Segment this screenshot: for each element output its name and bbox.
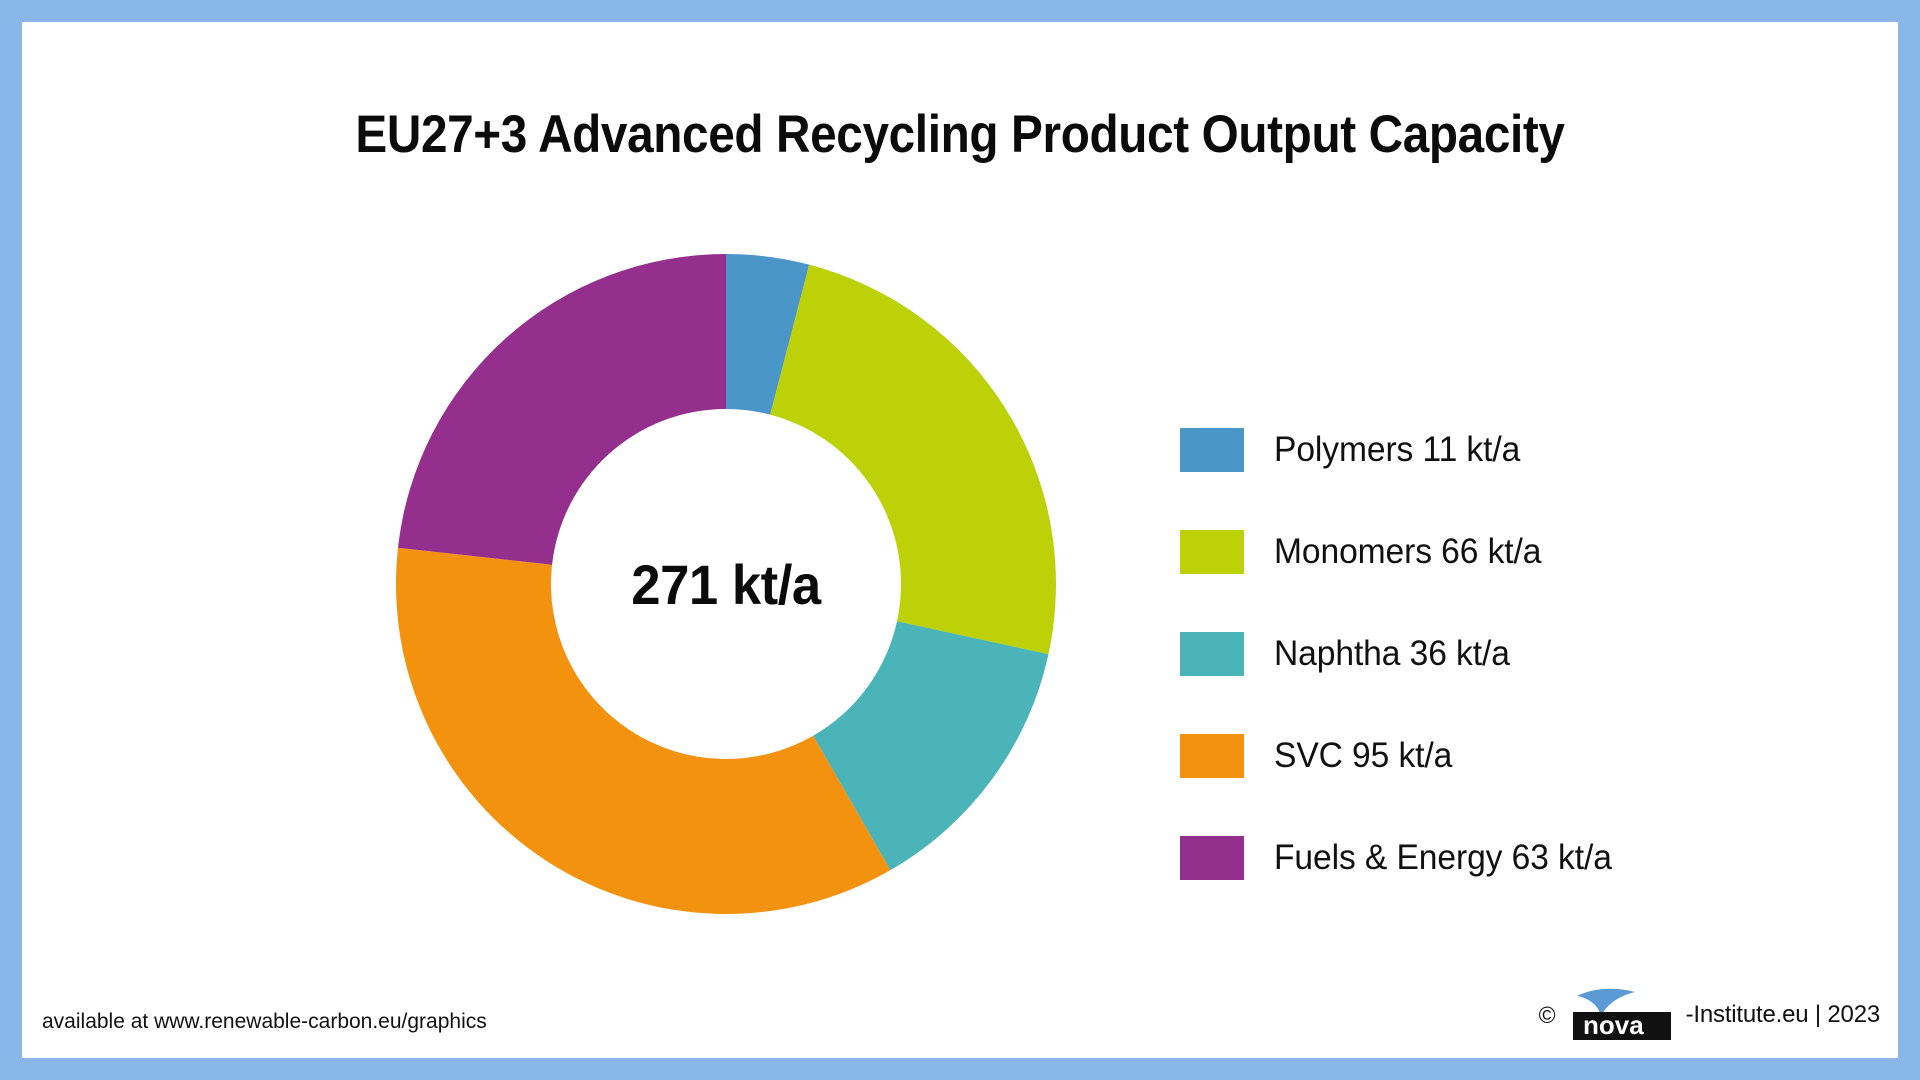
footer-availability-note: available at www.renewable-carbon.eu/gra… xyxy=(42,1010,487,1033)
legend-item-label: Polymers 11 kt/a xyxy=(1274,430,1521,469)
legend-item-label: Fuels & Energy 63 kt/a xyxy=(1274,838,1612,877)
nova-institute-logo-icon: nova xyxy=(1563,986,1683,1044)
legend-item[interactable]: SVC 95 kt/a xyxy=(1180,732,1626,780)
donut-slice-group xyxy=(396,254,1056,914)
chart-canvas: EU27+3 Advanced Recycling Product Output… xyxy=(22,22,1898,1058)
donut-slice-monomers[interactable] xyxy=(770,264,1056,655)
legend-swatch-icon xyxy=(1180,632,1244,676)
donut-slice-svc[interactable] xyxy=(396,547,891,914)
legend-item-label: Monomers 66 kt/a xyxy=(1274,532,1542,571)
donut-slice-naphtha[interactable] xyxy=(813,621,1049,871)
legend-swatch-icon xyxy=(1180,836,1244,880)
donut-chart-svg xyxy=(396,254,1056,914)
svg-text:nova: nova xyxy=(1583,1010,1644,1040)
legend-item-label: Naphtha 36 kt/a xyxy=(1274,634,1510,673)
copyright-icon: © xyxy=(1538,1001,1556,1028)
page-title: EU27+3 Advanced Recycling Product Output… xyxy=(355,105,1565,164)
nova-logo-svg: nova xyxy=(1572,988,1671,1040)
footer-attribution: © nova -Institute.eu | 2023 xyxy=(1539,986,1880,1044)
chart-legend: Polymers 11 kt/a Monomers 66 kt/a Naphtha … xyxy=(1180,426,1626,882)
donut-slice-fuels-energy[interactable] xyxy=(397,254,726,565)
donut-chart: 271 kt/a xyxy=(392,250,1060,918)
legend-swatch-icon xyxy=(1180,428,1244,472)
legend-swatch-icon xyxy=(1180,530,1244,574)
legend-item[interactable]: Fuels & Energy 63 kt/a xyxy=(1180,834,1626,882)
nova-institute-attribution-text: -Institute.eu | 2023 xyxy=(1685,1001,1881,1028)
legend-item-label: SVC 95 kt/a xyxy=(1274,736,1453,775)
legend-item[interactable]: Polymers 11 kt/a xyxy=(1180,426,1626,474)
donut-slice-polymers[interactable] xyxy=(726,254,810,415)
legend-swatch-icon xyxy=(1180,734,1244,778)
legend-item[interactable]: Monomers 66 kt/a xyxy=(1180,528,1626,576)
legend-item[interactable]: Naphtha 36 kt/a xyxy=(1180,630,1626,678)
